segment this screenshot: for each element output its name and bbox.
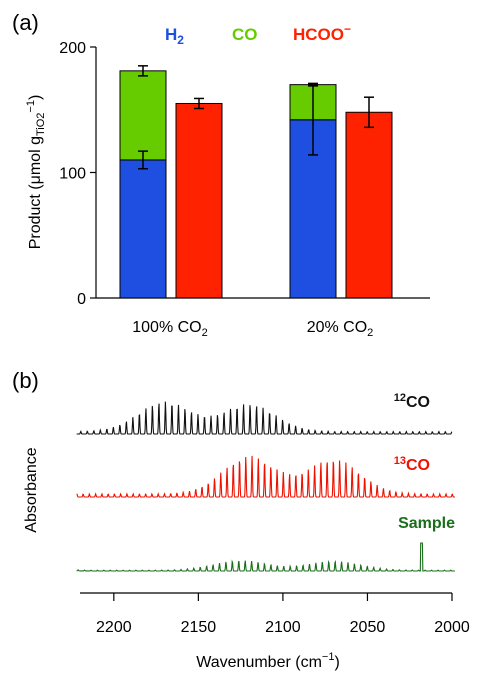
error-bar — [194, 97, 204, 110]
error-bar — [364, 96, 374, 129]
x-axis-label-b: Wavenumber (cm−1) — [196, 651, 340, 671]
y-tick-label-a: 0 — [77, 291, 86, 308]
panel-b-label: (b) — [12, 368, 39, 393]
x-tick-label-b: 2100 — [265, 619, 301, 636]
error-bar — [138, 65, 148, 77]
series-label-12co: 12CO — [394, 392, 430, 411]
category-label-20: 20% CO2 — [307, 319, 374, 339]
y-ticks-a: 0 100 200 — [59, 40, 96, 308]
bar-co — [119, 70, 167, 161]
x-tick-label-b: 2050 — [350, 619, 386, 636]
y-tick-label-a: 100 — [59, 166, 86, 183]
x-tick-label-b: 2150 — [181, 619, 217, 636]
legend-a: H2 CO HCOO− — [165, 22, 351, 47]
category-label-100: 100% CO2 — [132, 319, 208, 339]
spectra — [76, 401, 455, 572]
x-ticks-b: 2200 2150 2100 2050 2000 — [96, 593, 470, 636]
error-bar — [308, 82, 318, 87]
x-tick-label-b: 2200 — [96, 619, 132, 636]
legend-co: CO — [232, 25, 258, 44]
legend-hcoo: HCOO− — [293, 22, 351, 44]
series-label-sample: Sample — [398, 515, 455, 532]
bars-a — [119, 65, 393, 299]
panel-a-label: (a) — [12, 10, 39, 35]
y-axis-label-b: Absorbance — [23, 447, 40, 532]
legend-h2: H2 — [165, 25, 184, 47]
error-bar — [138, 150, 148, 170]
series-label-13co: 13CO — [394, 455, 430, 474]
y-axis-label-a: Product (μmol gTiO2−1) — [25, 95, 47, 250]
spectrum-13co — [76, 455, 455, 498]
bar-hcoo — [175, 102, 223, 299]
x-tick-label-b: 2000 — [434, 619, 470, 636]
spectrum-12co — [76, 401, 453, 435]
y-tick-label-a: 200 — [59, 40, 86, 57]
spectrum-sample — [76, 542, 455, 572]
bar-hcoo — [345, 111, 393, 299]
bar-h2 — [119, 159, 167, 299]
